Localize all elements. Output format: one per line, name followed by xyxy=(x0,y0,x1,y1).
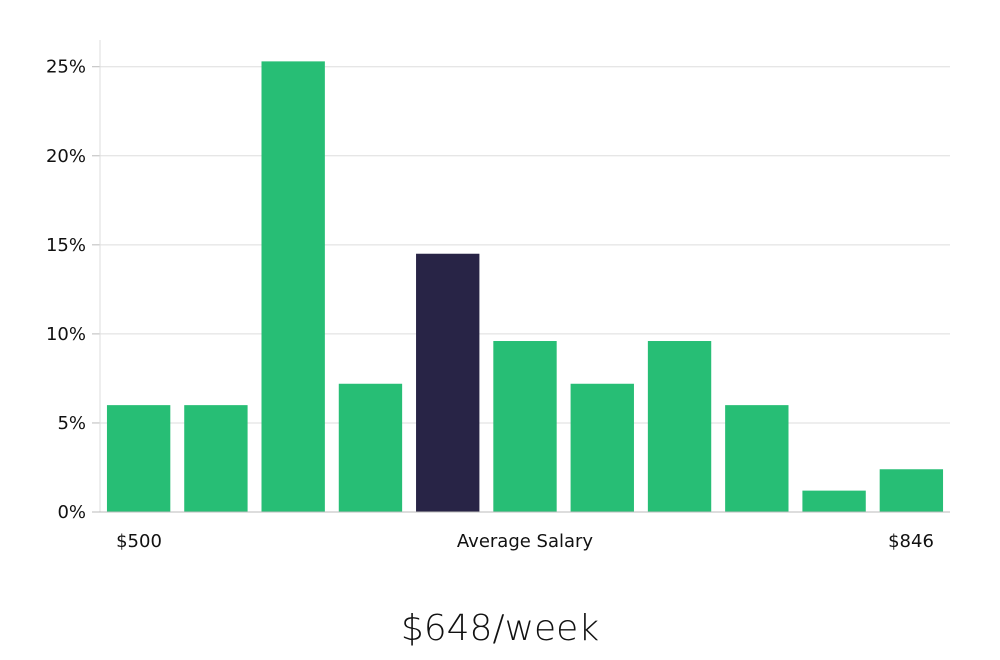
x-max-label: $846 xyxy=(888,531,934,552)
y-tick-label: 25% xyxy=(46,57,86,78)
y-tick-label: 20% xyxy=(46,146,86,167)
axes: 0% 5% 10% 15% 20% 25% xyxy=(46,40,950,523)
bar xyxy=(879,469,944,512)
y-tick-label: 10% xyxy=(46,324,86,345)
bar xyxy=(106,405,171,512)
bar xyxy=(184,405,248,512)
bar xyxy=(261,61,325,512)
y-tick-label: 15% xyxy=(46,235,86,256)
bars xyxy=(106,61,944,513)
bar xyxy=(802,490,866,512)
average-salary-value: $648/week xyxy=(400,608,600,649)
bar xyxy=(725,405,789,512)
y-tick-label: 0% xyxy=(57,502,86,523)
bar xyxy=(647,341,712,512)
bar xyxy=(338,383,403,512)
bar-highlighted xyxy=(416,253,480,513)
gridlines xyxy=(100,66,950,424)
salary-histogram: 0% 5% 10% 15% 20% 25% $500 Average Salary $84… xyxy=(46,40,950,552)
x-axis-title: Average Salary xyxy=(457,531,594,552)
bar xyxy=(570,383,634,512)
y-tick-label: 5% xyxy=(57,413,86,434)
x-min-label: $500 xyxy=(116,531,162,552)
bar xyxy=(493,341,557,512)
